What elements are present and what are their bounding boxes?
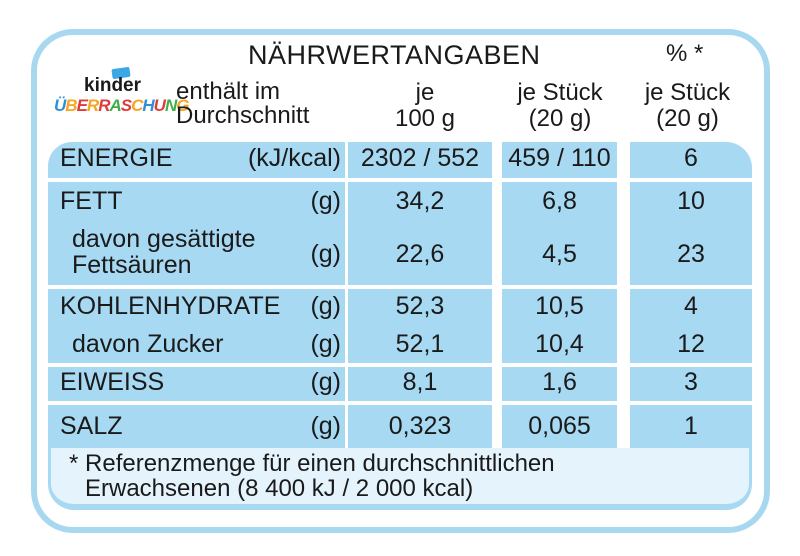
- row-kohlenhydrate-label: KOHLENHYDRATE (g) davon Zucker (g): [48, 289, 345, 363]
- header-percent-per-piece: je Stück (20 g): [644, 79, 731, 132]
- header-per-piece: je Stück (20 g): [517, 79, 603, 132]
- kohlenhydrate-pct: 4 12: [630, 289, 752, 363]
- energie-perpiece: 459 / 110: [502, 142, 617, 178]
- eiweiss-per100: 8,1: [348, 367, 492, 401]
- salz-pct: 1: [630, 405, 752, 448]
- fett-per100: 34,2 22,6: [348, 182, 492, 285]
- energie-per100: 2302 / 552: [348, 142, 492, 178]
- footnote-line-1: * Referenzmenge für einen durchschnittli…: [69, 450, 555, 477]
- kohlenhydrate-per100: 52,3 52,1: [348, 289, 492, 363]
- label-title: NÄHRWERTANGABEN: [248, 40, 541, 70]
- label-frame: [31, 29, 770, 533]
- kohlenhydrate-perpiece: 10,5 10,4: [502, 289, 617, 363]
- brand-logo: kinder ÜBERRASCHUNG: [54, 66, 189, 124]
- header-label-col: enthält im Durchschnitt: [176, 78, 310, 129]
- row-fett-label: FETT (g) davon gesättigte Fettsäuren (g): [48, 182, 345, 285]
- brand-ueberraschung: ÜBERRASCHUNG: [54, 96, 189, 115]
- salz-perpiece: 0,065: [502, 405, 617, 448]
- salz-per100: 0,323: [348, 405, 492, 448]
- fett-perpiece: 6,8 4,5: [502, 182, 617, 285]
- footnote: * Referenzmenge für einen durchschnittli…: [48, 448, 752, 510]
- footnote-line-2: Erwachsenen (8 400 kJ / 2 000 kcal): [85, 475, 474, 502]
- energie-pct: 6: [630, 142, 752, 178]
- row-eiweiss-label: EIWEISS (g): [48, 367, 345, 401]
- fett-pct: 10 23: [630, 182, 752, 285]
- row-salz-label: SALZ (g): [48, 405, 345, 448]
- row-energie-label: ENERGIE (kJ/kcal): [48, 142, 345, 178]
- eiweiss-perpiece: 1,6: [502, 367, 617, 401]
- percent-header: % *: [666, 40, 704, 67]
- brand-kinder: kinder: [84, 75, 142, 96]
- eiweiss-pct: 3: [630, 367, 752, 401]
- header-per-100g: je 100 g: [394, 79, 456, 132]
